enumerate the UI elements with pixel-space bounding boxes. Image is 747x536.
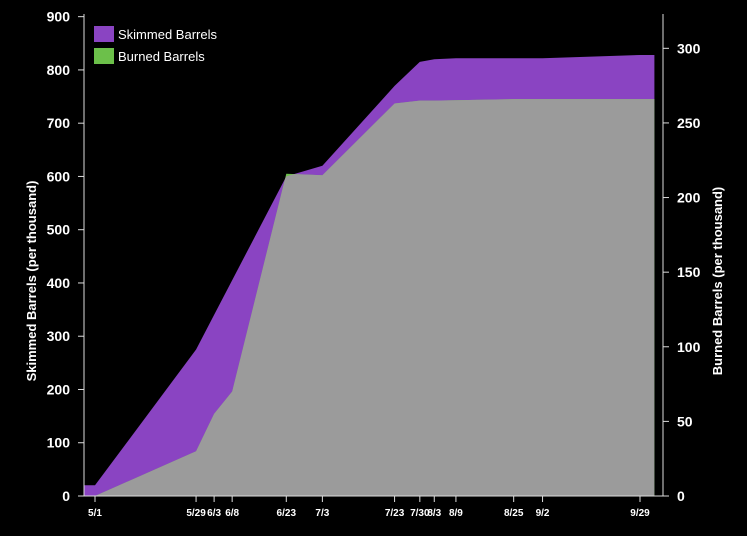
left-tick-label: 300 [47,328,71,344]
x-tick-label: 7/3 [315,508,329,519]
x-tick-label: 6/23 [277,508,297,519]
legend-label: Skimmed Barrels [118,27,217,42]
left-tick-label: 800 [47,62,71,78]
x-tick-label: 9/2 [536,508,550,519]
right-axis-title: Burned Barrels (per thousand) [710,187,725,376]
left-axis-title: Skimmed Barrels (per thousand) [24,181,39,382]
right-tick-label: 250 [677,115,701,131]
right-tick-label: 50 [677,413,693,429]
legend-swatch [94,26,114,42]
x-tick-label: 7/30 [410,508,430,519]
axes: 0 100 200 300 400 500 600 700 800 900 0 50 100 150 200… [24,9,725,519]
right-tick-label: 0 [677,488,685,504]
legend-label: Burned Barrels [118,49,205,64]
right-tick-label: 200 [677,190,701,206]
right-tick-label: 300 [677,40,701,56]
x-tick-label: 5/1 [88,508,102,519]
x-tick-label: 8/25 [504,508,524,519]
left-tick-label: 700 [47,115,71,131]
x-tick-label: 6/8 [225,508,239,519]
right-tick-label: 150 [677,264,701,280]
left-tick-label: 200 [47,381,71,397]
x-tick-label: 8/9 [449,508,463,519]
series-area-overlap [84,99,655,496]
right-tick-label: 100 [677,339,701,355]
plot-areas [84,55,655,496]
left-tick-label: 100 [47,435,71,451]
x-tick-label: 9/29 [630,508,650,519]
x-tick-label: 6/3 [207,508,221,519]
left-tick-label: 900 [47,9,71,25]
left-tick-label: 500 [47,222,71,238]
x-tick-label: 8/3 [427,508,441,519]
x-tick-label: 7/23 [385,508,405,519]
left-tick-label: 600 [47,168,71,184]
left-tick-label: 0 [62,488,70,504]
legend-swatch [94,48,114,64]
x-tick-label: 5/29 [186,508,206,519]
legend: Skimmed Barrels Burned Barrels [94,26,217,64]
left-tick-label: 400 [47,275,71,291]
